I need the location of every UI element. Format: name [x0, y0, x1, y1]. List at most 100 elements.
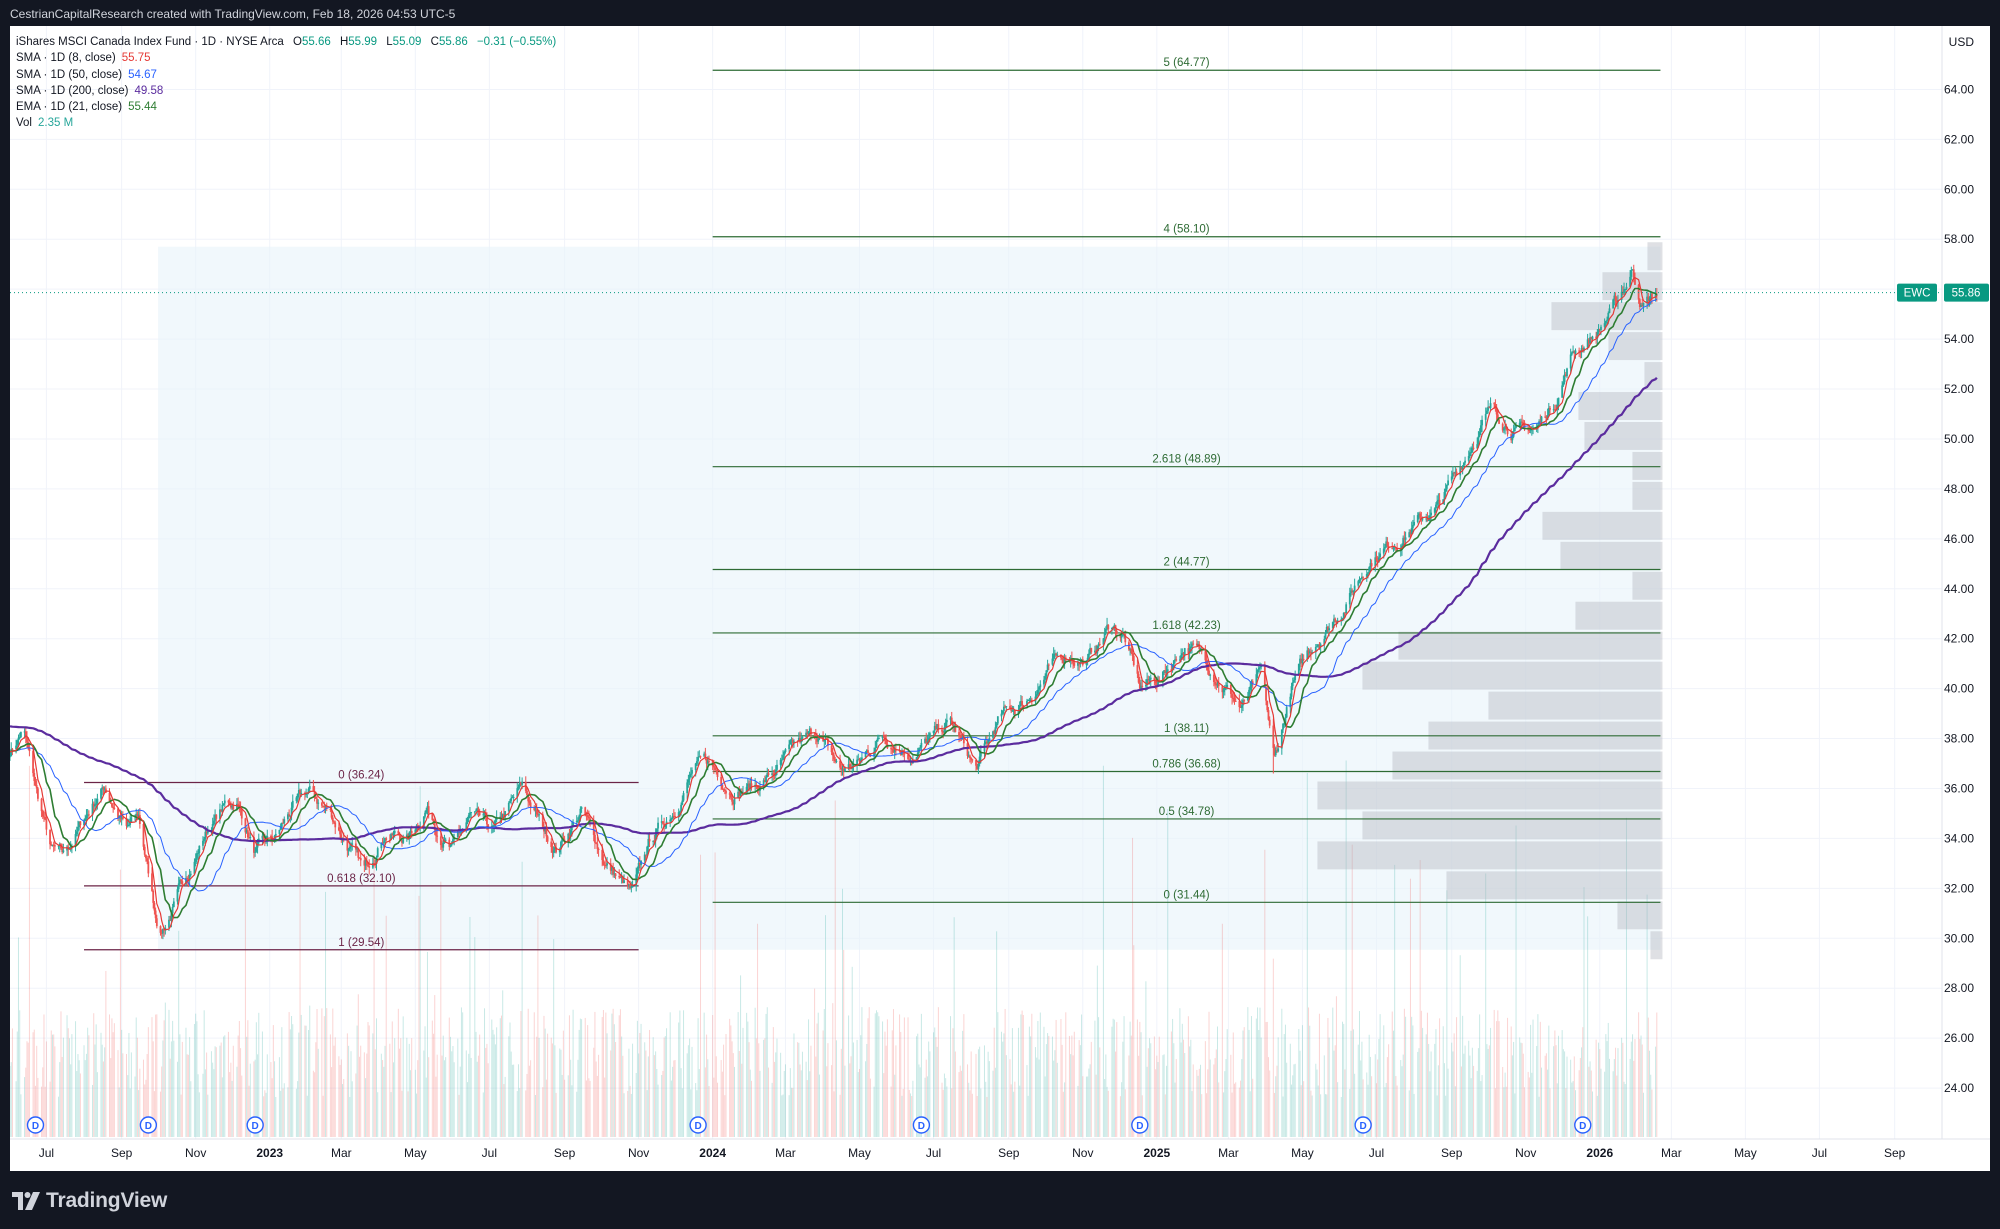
- candle-body: [1012, 710, 1015, 712]
- candle-body: [1494, 404, 1497, 408]
- volume-bar: [1575, 1090, 1577, 1137]
- candle: [677, 808, 680, 822]
- candle-body: [1250, 681, 1253, 687]
- candle-body: [1047, 664, 1050, 666]
- candle: [691, 767, 693, 780]
- candle-body: [1187, 648, 1190, 653]
- volume-bar: [621, 1036, 623, 1137]
- legend-volume[interactable]: Vol 2.35 M: [16, 115, 556, 131]
- candle: [1189, 641, 1192, 654]
- candle-body: [1557, 397, 1560, 405]
- candle-body: [142, 824, 145, 847]
- volume-bar: [1096, 965, 1098, 1137]
- volume-bar: [1300, 1085, 1302, 1137]
- candle: [1613, 292, 1616, 306]
- candle-body: [1489, 403, 1492, 408]
- time-tick-label: Mar: [331, 1146, 352, 1160]
- volume-bar: [1396, 1085, 1398, 1137]
- candle-body: [1137, 673, 1140, 683]
- candle-body: [168, 919, 170, 928]
- time-tick-label: May: [404, 1146, 427, 1160]
- volume-bar: [1328, 1037, 1330, 1137]
- candle: [797, 732, 800, 742]
- candle-body: [635, 874, 638, 887]
- volume-bar: [334, 1037, 336, 1137]
- candle-body: [875, 741, 878, 748]
- volume-bar: [232, 1045, 234, 1137]
- candle-body: [26, 737, 28, 743]
- volume-bar: [162, 1040, 164, 1137]
- candle: [595, 841, 598, 845]
- candle-body: [674, 815, 676, 817]
- candle: [1597, 324, 1600, 335]
- volume-bar: [1513, 1041, 1515, 1137]
- volume-bar: [1318, 1013, 1320, 1137]
- tradingview-logo[interactable]: TradingView: [12, 1189, 167, 1213]
- volume-bar: [1269, 1070, 1271, 1137]
- candle-body: [772, 773, 775, 775]
- volume-bar: [595, 1061, 597, 1137]
- candle-body: [1073, 662, 1076, 666]
- legend-sma200[interactable]: SMA · 1D (200, close) 49.58: [16, 83, 556, 99]
- candle-body: [1001, 710, 1004, 714]
- candle: [1404, 531, 1407, 545]
- candle-body: [204, 831, 207, 840]
- volume-bar: [653, 1055, 655, 1137]
- volume-bar: [831, 1065, 833, 1137]
- legend-sma8[interactable]: SMA · 1D (8, close) 55.75: [16, 50, 556, 66]
- volume-bar: [1642, 1092, 1644, 1137]
- volume-bar: [801, 1051, 803, 1137]
- candle-body: [1426, 518, 1429, 521]
- candle: [1595, 331, 1598, 344]
- candle-body: [135, 813, 138, 817]
- volume-bar: [419, 786, 421, 1137]
- candle-body: [1307, 650, 1310, 654]
- volume-bar: [1187, 1016, 1189, 1137]
- volume-bar: [37, 1077, 39, 1137]
- candle-body: [1222, 689, 1225, 693]
- candle: [340, 829, 343, 843]
- price-chart[interactable]: 5 (64.77)4 (58.10)2.618 (48.89)2 (44.77)…: [10, 26, 1990, 1171]
- volume-bar: [1320, 1094, 1322, 1137]
- volume-bar: [1272, 958, 1274, 1137]
- volume-bar: [203, 1010, 205, 1137]
- volume-bar: [1259, 1007, 1261, 1137]
- candle: [654, 828, 657, 848]
- candle: [1195, 639, 1198, 647]
- volume-bar: [713, 1077, 715, 1137]
- volume-bar: [1225, 1059, 1227, 1137]
- volume-bar: [985, 1081, 987, 1137]
- volume-bar: [1349, 1088, 1351, 1137]
- candle-body: [1030, 699, 1033, 702]
- volume-bar: [168, 1009, 170, 1137]
- volume-bar: [453, 1062, 455, 1137]
- volume-bar: [843, 949, 845, 1137]
- volume-bar: [159, 1091, 161, 1137]
- candle-body: [620, 876, 623, 878]
- legend-sma50[interactable]: SMA · 1D (50, close) 54.67: [16, 67, 556, 83]
- candle-body: [1564, 374, 1567, 377]
- candle: [517, 784, 520, 791]
- candle: [927, 732, 930, 746]
- volume-bar: [581, 1019, 583, 1137]
- volume-bar: [325, 891, 327, 1137]
- candle: [1462, 462, 1465, 467]
- chart-panel[interactable]: 5 (64.77) 4 (58.10) 2.618 (48.89) 2 (44.77)…: [10, 26, 1990, 1171]
- legend-symbol-row[interactable]: iShares MSCI Canada Index Fund · 1D · NY…: [16, 34, 556, 50]
- volume-bar: [1503, 1087, 1505, 1137]
- candle-body: [1647, 296, 1650, 301]
- candle-body: [606, 863, 608, 866]
- volume-bar: [1197, 1075, 1199, 1137]
- volume-bar: [156, 1014, 158, 1137]
- candle: [220, 809, 223, 813]
- candle-body: [570, 826, 573, 831]
- candle: [96, 793, 99, 810]
- volume-bar: [229, 1072, 231, 1137]
- candle: [546, 835, 549, 844]
- legend-ema21[interactable]: EMA · 1D (21, close) 55.44: [16, 99, 556, 115]
- volume-bar: [210, 1051, 212, 1137]
- volume-bar: [928, 1041, 930, 1137]
- volume-bar: [971, 1093, 973, 1137]
- candle: [334, 820, 337, 835]
